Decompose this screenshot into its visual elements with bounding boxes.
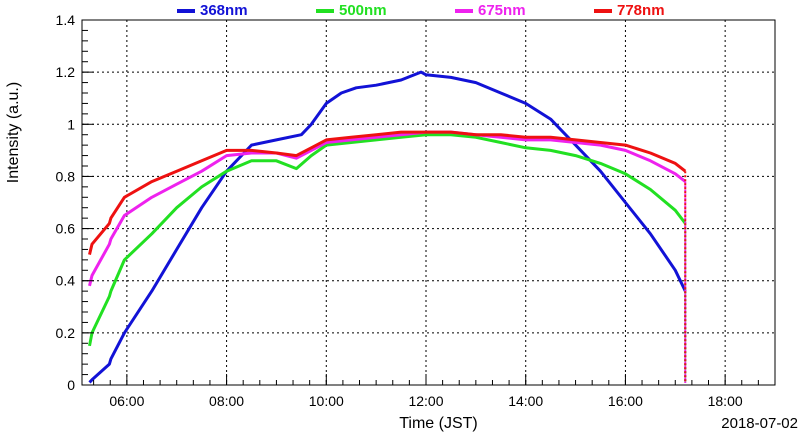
axes: 0 0.2 0.4 0.6 0.8 1 1.2 1.4 06:00 08:00 10:00 12:00… (56, 12, 776, 409)
grid (82, 20, 775, 385)
legend-swatch (455, 8, 473, 13)
y-tick-label: 0 (67, 377, 75, 393)
x-tick-label: 12:00 (408, 393, 443, 409)
series-line-675nm (88, 130, 687, 287)
legend-swatch (177, 8, 195, 13)
y-tick-label: 1.2 (56, 64, 76, 80)
x-tick-label: 08:00 (209, 393, 244, 409)
legend-item-778nm: 778nm (594, 2, 665, 19)
legend-label: 368nm (200, 2, 248, 19)
y-tick-label: 0.4 (56, 273, 76, 289)
y-tick-label: 0.2 (56, 325, 76, 341)
legend-swatch (316, 8, 334, 13)
x-tick-label: 18:00 (708, 393, 743, 409)
series-line-500nm (88, 133, 687, 347)
legend-item-675nm: 675nm (455, 2, 526, 19)
legend-label: 500nm (339, 2, 387, 19)
legend-item-500nm: 500nm (316, 2, 387, 19)
legend-label: 778nm (617, 2, 665, 19)
series-lines (88, 70, 687, 384)
date-label: 2018-07-02 (721, 415, 798, 432)
legend: 368nm 500nm 675nm 778nm (0, 2, 800, 22)
x-tick-label: 14:00 (508, 393, 543, 409)
y-tick-label: 0.6 (56, 221, 76, 237)
x-axis-title: Time (JST) (399, 415, 478, 432)
y-tick-label: 1.4 (56, 12, 76, 28)
y-tick-label: 0.8 (56, 168, 76, 184)
plot-frame (81, 19, 776, 386)
legend-item-368nm: 368nm (177, 2, 248, 19)
x-tick-label: 16:00 (608, 393, 643, 409)
x-tick-label: 10:00 (309, 393, 344, 409)
x-tick-label: 06:00 (109, 393, 144, 409)
series-line-778nm (88, 130, 687, 255)
legend-label: 675nm (478, 2, 526, 19)
series-line-368nm (88, 70, 687, 384)
y-tick-label: 1 (67, 116, 75, 132)
y-axis-title: Intensity (a.u.) (5, 82, 22, 183)
legend-swatch (594, 8, 612, 13)
